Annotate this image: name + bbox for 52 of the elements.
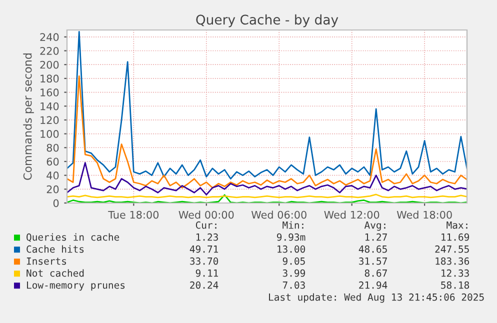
y-axis-title: Commands per second [23, 53, 34, 180]
text: 3.99 [282, 269, 305, 277]
y-tick-label: 60 [46, 158, 59, 166]
text: 48.65 [358, 245, 387, 253]
text: 9.05 [282, 257, 305, 265]
text: 247.55 [435, 245, 469, 253]
text: 9.11 [196, 269, 218, 277]
legend-label: Not cached [26, 269, 84, 277]
text: Cur: [196, 221, 216, 229]
legend-label: Low-memory prunes [27, 282, 125, 291]
text: Max: [446, 222, 468, 229]
y-tick-label: 120 [40, 116, 59, 124]
legend-label: Inserts [26, 258, 66, 265]
x-tick-label: Wed 00:00 [178, 210, 234, 219]
line-series [67, 162, 467, 196]
text: Last update: Wed Aug 13 21:45:06 2025 [269, 293, 484, 303]
y-tick-label: 100 [40, 130, 59, 138]
x-tick-label: Wed 18:00 [396, 210, 452, 219]
text: 11.69 [442, 233, 470, 241]
text: 33.70 [190, 257, 218, 265]
x-tick-label: Tue 18:00 [108, 210, 159, 219]
x-tick-label: Wed 12:00 [324, 210, 380, 219]
chart-title: Query Cache - by day [196, 14, 338, 28]
y-tick-label: 20 [46, 185, 59, 194]
text: 20.24 [190, 281, 218, 289]
x-tick-label: Wed 06:00 [251, 210, 306, 219]
y-tick-label: 80 [46, 144, 59, 152]
y-tick-label: 160 [40, 88, 59, 96]
text: 1.27 [365, 233, 387, 241]
y-tick-label: 0 [53, 199, 59, 208]
text: 13.00 [278, 245, 306, 253]
text: 12.33 [442, 269, 469, 277]
text: 9.93m [276, 233, 306, 241]
y-tick-label: 40 [46, 172, 59, 180]
text: 31.57 [359, 257, 387, 265]
text: 7.03 [282, 281, 305, 289]
legend-label: Cache hits [26, 245, 84, 253]
y-tick-label: 240 [40, 33, 59, 42]
text: Avg: [364, 222, 386, 231]
y-tick-label: 200 [40, 60, 59, 69]
text: 21.94 [359, 281, 388, 289]
text: 8.67 [364, 269, 387, 277]
text: Min: [282, 221, 304, 229]
y-tick-label: 180 [40, 74, 59, 83]
y-tick-label: 220 [40, 46, 59, 55]
text: 1.23 [196, 233, 218, 241]
y-tick-label: 140 [40, 102, 59, 110]
text: 49.71 [190, 245, 218, 253]
text: 58.18 [441, 281, 470, 289]
text: 183.36 [436, 257, 470, 265]
line-series [67, 75, 467, 188]
legend-label: Queries in cache [26, 233, 120, 242]
